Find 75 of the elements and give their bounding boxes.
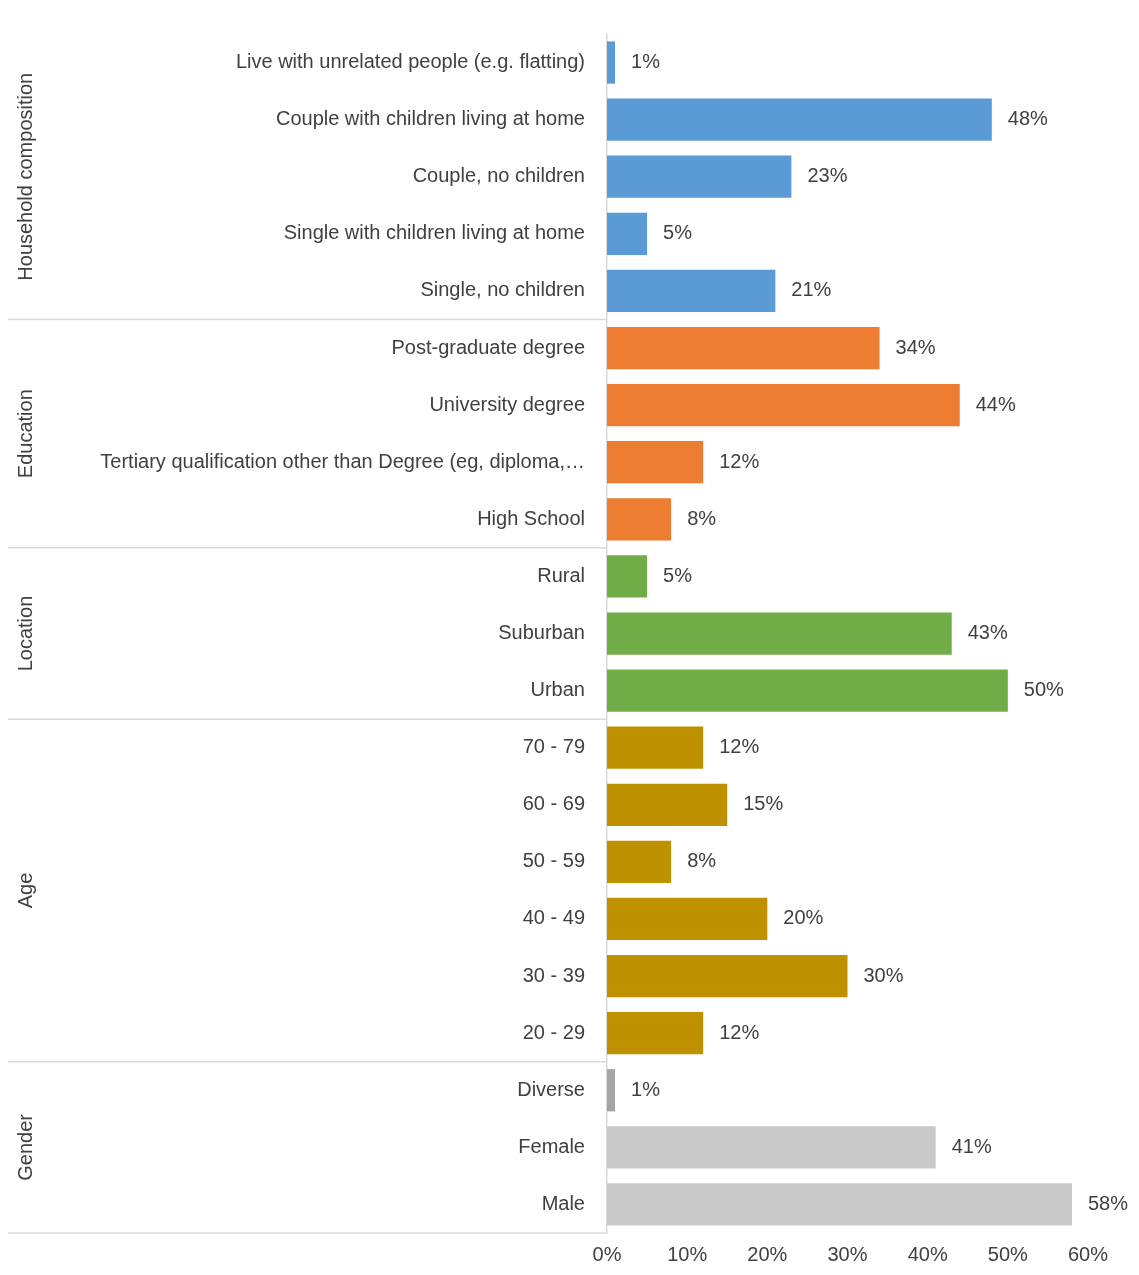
text: Age bbox=[13, 872, 36, 909]
data-label: 44% bbox=[975, 392, 1016, 415]
y-tick-label: High School bbox=[477, 506, 585, 529]
bar bbox=[607, 840, 672, 884]
data-label: 8% bbox=[687, 849, 717, 872]
data-label: 21% bbox=[791, 278, 832, 301]
x-tick-label: 0% bbox=[592, 1242, 622, 1265]
bar bbox=[607, 383, 960, 427]
y-tick-label: 30 - 39 bbox=[522, 963, 585, 986]
y-tick-label: University degree bbox=[429, 392, 585, 415]
bar bbox=[607, 212, 648, 255]
data-label: 23% bbox=[807, 164, 848, 187]
y-tick-label: Female bbox=[518, 1134, 585, 1157]
y-tick-label: Male bbox=[541, 1191, 585, 1214]
bar bbox=[607, 555, 648, 598]
bar bbox=[607, 98, 992, 141]
data-label: 8% bbox=[687, 506, 717, 529]
data-label: 5% bbox=[663, 563, 693, 586]
y-tick-label: Live with unrelated people (e.g. flatting) bbox=[235, 50, 585, 73]
bar bbox=[607, 612, 952, 655]
y-tick-label: Couple with children living at home bbox=[275, 107, 585, 130]
text: Location bbox=[13, 595, 36, 672]
text: Household composition bbox=[13, 72, 36, 281]
y-tick-label: 40 - 49 bbox=[522, 906, 585, 929]
y-tick-label: Single, no children bbox=[420, 278, 585, 301]
y-tick-label: 50 - 59 bbox=[522, 849, 585, 872]
data-label: 50% bbox=[1023, 678, 1065, 701]
x-tick-label: 40% bbox=[907, 1242, 948, 1265]
data-label: 20% bbox=[783, 906, 824, 929]
data-label: 48% bbox=[1007, 107, 1049, 130]
data-label: 15% bbox=[743, 792, 784, 815]
bar bbox=[607, 954, 848, 998]
bar bbox=[607, 1069, 616, 1112]
bar bbox=[607, 897, 768, 941]
data-label: 30% bbox=[863, 963, 904, 986]
y-tick-label: 70 - 79 bbox=[522, 735, 585, 758]
x-tick-label: 50% bbox=[987, 1242, 1029, 1265]
y-tick-label: Post-graduate degree bbox=[391, 335, 585, 358]
bar bbox=[607, 41, 616, 84]
bar bbox=[607, 1012, 704, 1055]
y-tick-label: Urban bbox=[530, 678, 585, 701]
data-label: 34% bbox=[895, 335, 936, 358]
data-label: 1% bbox=[631, 50, 661, 73]
y-tick-label: Rural bbox=[537, 563, 585, 586]
x-tick-label: 60% bbox=[1067, 1242, 1109, 1265]
bar bbox=[607, 441, 704, 484]
data-label: 58% bbox=[1087, 1191, 1129, 1214]
y-tick-label: Suburban bbox=[498, 621, 585, 644]
y-tick-label: Diverse bbox=[517, 1077, 585, 1100]
bar bbox=[607, 783, 728, 826]
bar bbox=[607, 326, 880, 370]
bar bbox=[607, 726, 704, 769]
bar bbox=[607, 155, 792, 198]
bar bbox=[607, 1126, 936, 1169]
text: Education bbox=[13, 389, 36, 479]
x-tick-label: 10% bbox=[667, 1242, 708, 1265]
y-tick-label: Single with children living at home bbox=[283, 221, 585, 244]
bar bbox=[607, 1183, 1072, 1226]
data-label: 12% bbox=[719, 449, 760, 472]
y-tick-label: 20 - 29 bbox=[522, 1020, 585, 1043]
x-tick-label: 20% bbox=[747, 1242, 788, 1265]
text: Gender bbox=[13, 1113, 36, 1181]
bar bbox=[607, 498, 672, 541]
y-tick-label: Tertiary qualification other than Degree (eg, diploma,… bbox=[100, 449, 585, 472]
data-label: 12% bbox=[719, 1020, 760, 1043]
data-label: 43% bbox=[967, 621, 1008, 644]
y-tick-label: Couple, no children bbox=[412, 164, 585, 187]
bar bbox=[607, 269, 776, 313]
y-tick-label: 60 - 69 bbox=[522, 792, 585, 815]
data-label: 12% bbox=[719, 735, 760, 758]
data-label: 41% bbox=[951, 1134, 992, 1157]
bar bbox=[607, 669, 1008, 712]
x-tick-label: 30% bbox=[827, 1242, 868, 1265]
data-label: 5% bbox=[663, 221, 693, 244]
data-label: 1% bbox=[631, 1077, 661, 1100]
